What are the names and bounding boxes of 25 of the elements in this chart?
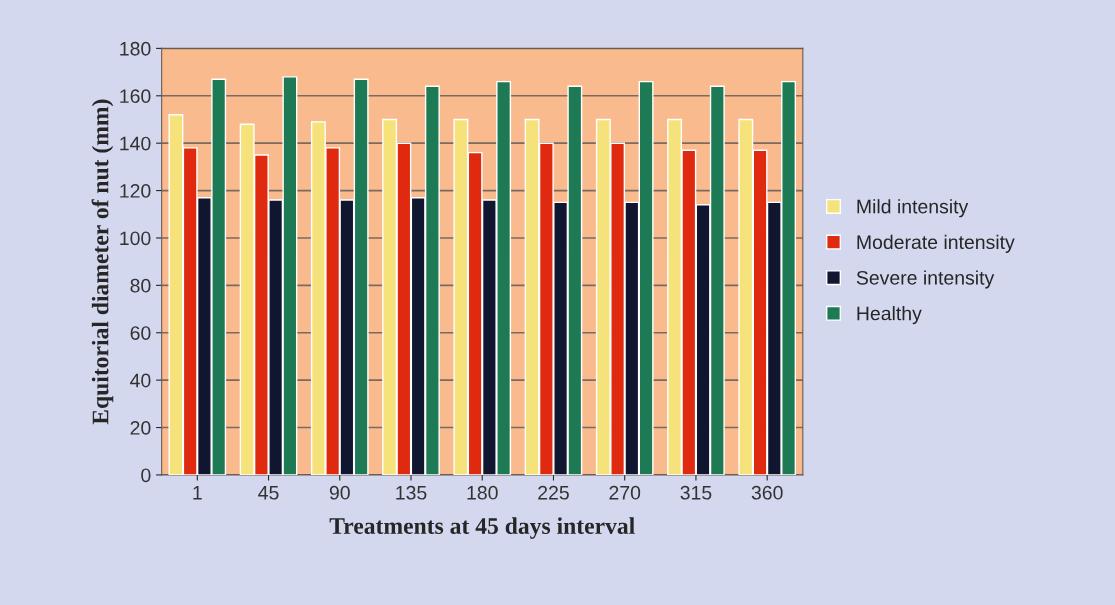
y-tick-label: 40	[130, 373, 151, 388]
y-tick-label: 20	[130, 421, 151, 435]
x-tick-label: 315	[680, 485, 712, 500]
legend-label: Mild intensity	[857, 199, 969, 218]
y-tick-label: 160	[120, 89, 151, 104]
x-tick-label: 360	[751, 485, 783, 500]
y-tick-label: 80	[130, 278, 151, 293]
legend-label: Moderate intensity	[857, 234, 1015, 253]
x-tick-label: 270	[609, 485, 641, 500]
y-axis-title: Equitorial diameter of nut (mm)	[91, 99, 114, 425]
y-tick-label: 180	[120, 41, 151, 56]
y-tick-label: 120	[120, 184, 151, 198]
x-tick-label: 45	[258, 486, 279, 500]
legend-label: Healthy	[857, 306, 922, 325]
x-tick-label: 90	[329, 485, 350, 500]
x-tick-label: 1	[193, 486, 202, 500]
x-tick-label: 225	[538, 485, 569, 500]
y-tick-label: 60	[130, 326, 151, 340]
x-axis-title: Treatments at 45 days interval	[329, 517, 635, 539]
x-tick-label: 180	[467, 485, 498, 500]
y-tick-label: 100	[120, 231, 151, 246]
y-tick-label: 140	[120, 136, 151, 151]
legend-label: Severe intensity	[856, 270, 995, 289]
y-tick-label: 0	[141, 468, 151, 483]
x-tick-label: 135	[396, 485, 427, 500]
